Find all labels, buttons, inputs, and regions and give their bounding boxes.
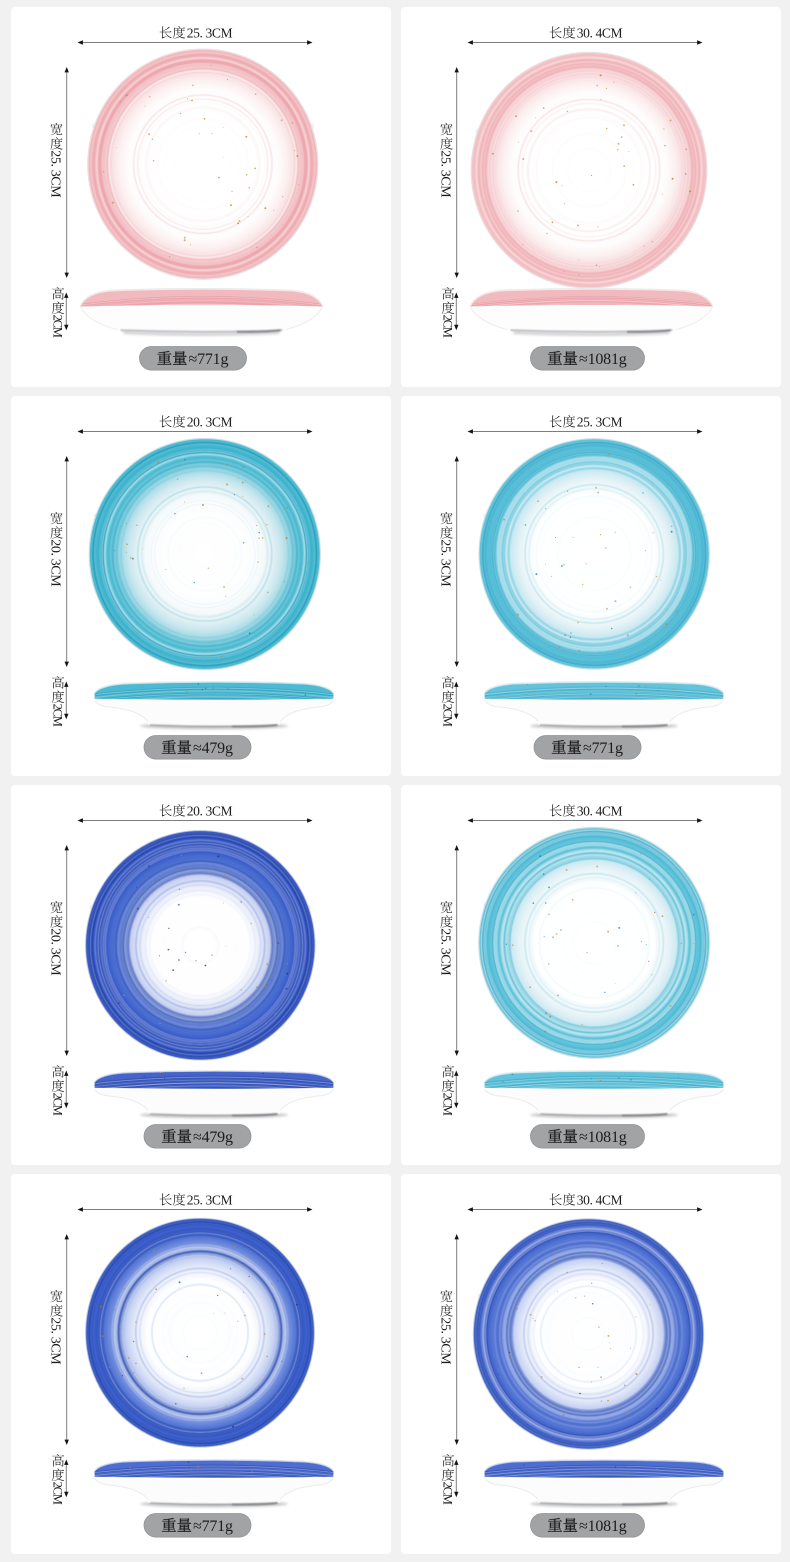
svg-text:≈1081g: ≈1081g: [579, 1518, 627, 1535]
svg-text:30. 4CM: 30. 4CM: [577, 26, 623, 41]
svg-text:2CM: 2CM: [51, 1482, 65, 1505]
svg-text:25. 3CM: 25. 3CM: [577, 415, 623, 430]
svg-text:30. 4CM: 30. 4CM: [577, 1193, 623, 1208]
svg-text:2CM: 2CM: [441, 1093, 455, 1116]
svg-text:25. 3CM: 25. 3CM: [187, 1193, 233, 1208]
svg-text:20. 3CM: 20. 3CM: [187, 804, 233, 819]
svg-text:≈479g: ≈479g: [193, 1129, 233, 1146]
svg-text:≈1081g: ≈1081g: [579, 351, 627, 368]
svg-text:2CM: 2CM: [51, 315, 65, 338]
svg-text:2CM: 2CM: [51, 704, 65, 727]
svg-text:25. 3CM: 25. 3CM: [438, 150, 453, 198]
svg-text:≈771g: ≈771g: [583, 740, 623, 757]
svg-text:25. 3CM: 25. 3CM: [187, 26, 233, 41]
svg-text:20. 3CM: 20. 3CM: [48, 928, 63, 976]
svg-text:25. 3CM: 25. 3CM: [438, 1317, 453, 1365]
svg-text:30. 4CM: 30. 4CM: [577, 804, 623, 819]
svg-text:≈1081g: ≈1081g: [579, 1129, 627, 1146]
svg-text:20. 3CM: 20. 3CM: [48, 539, 63, 587]
svg-text:25. 3CM: 25. 3CM: [438, 539, 453, 587]
svg-text:25. 3CM: 25. 3CM: [48, 150, 63, 198]
svg-text:≈479g: ≈479g: [193, 740, 233, 757]
svg-text:25. 3CM: 25. 3CM: [438, 928, 453, 976]
svg-text:25. 3CM: 25. 3CM: [48, 1317, 63, 1365]
svg-text:2CM: 2CM: [441, 315, 455, 338]
svg-text:≈771g: ≈771g: [193, 1518, 233, 1535]
svg-text:2CM: 2CM: [441, 1482, 455, 1505]
svg-text:20. 3CM: 20. 3CM: [187, 415, 233, 430]
svg-text:2CM: 2CM: [441, 704, 455, 727]
svg-text:2CM: 2CM: [51, 1093, 65, 1116]
svg-text:≈771g: ≈771g: [189, 351, 229, 368]
